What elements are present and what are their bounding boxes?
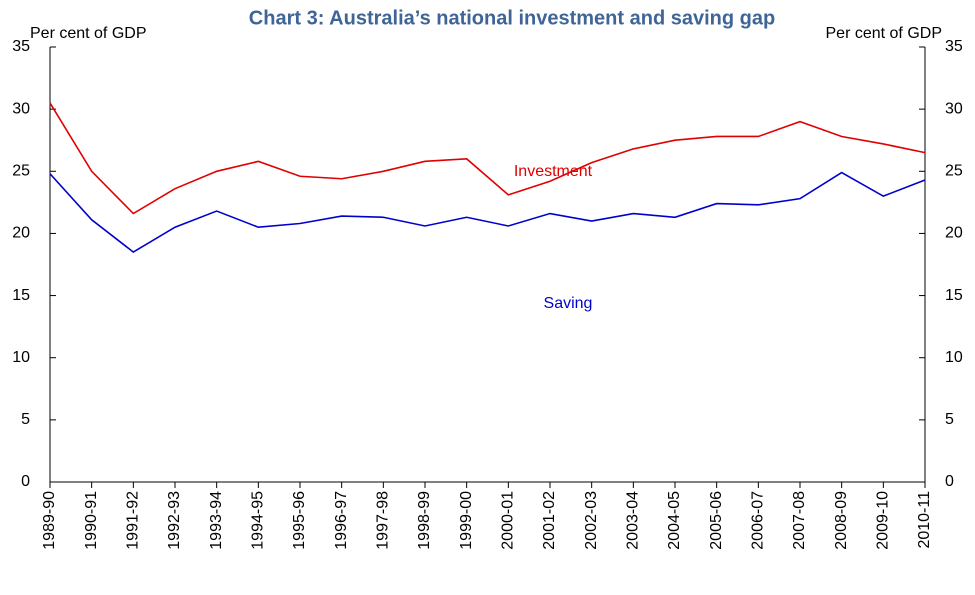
y-tick-label: 15: [12, 287, 30, 304]
x-tick-label: 1999-00: [458, 491, 475, 550]
series-line: [49, 171, 926, 254]
y-tick-label: 10: [12, 349, 30, 366]
x-tick-label: 1989-90: [41, 491, 58, 550]
x-tick-label: 2004-05: [666, 491, 683, 550]
x-tick-label: 1992-93: [166, 491, 183, 550]
x-tick-label: 2007-08: [791, 491, 808, 550]
x-tick-label: 1998-99: [416, 491, 433, 550]
y2-tick-label: 10: [945, 349, 963, 366]
y2-tick-label: 35: [945, 38, 963, 55]
x-tick-label: 2002-03: [583, 491, 600, 550]
x-tick-label: 2000-01: [500, 491, 517, 550]
y2-tick-label: 0: [945, 473, 954, 490]
x-tick-label: 2005-06: [708, 491, 725, 550]
x-tick-label: 2006-07: [750, 491, 767, 550]
y2-axis-label: Per cent of GDP: [826, 25, 943, 42]
x-tick-label: 1996-97: [333, 491, 350, 550]
y2-tick-label: 30: [945, 100, 963, 117]
x-tick-label: 1994-95: [250, 491, 267, 550]
x-tick-label: 1991-92: [125, 491, 142, 550]
y-tick-label: 30: [12, 100, 30, 117]
x-tick-label: 1995-96: [291, 491, 308, 550]
y-tick-label: 5: [21, 411, 30, 428]
chart-title: Chart 3: Australia’s national investment…: [249, 7, 775, 29]
series-label: Saving: [544, 295, 593, 312]
y2-tick-label: 20: [945, 225, 963, 242]
y2-tick-label: 15: [945, 287, 963, 304]
y-tick-label: 25: [12, 163, 30, 180]
x-tick-label: 2003-04: [625, 491, 642, 550]
x-tick-label: 2009-10: [875, 491, 892, 550]
series-line: [49, 102, 926, 215]
x-tick-label: 2001-02: [541, 491, 558, 550]
y-axis-label: Per cent of GDP: [30, 25, 147, 42]
y-tick-label: 20: [12, 225, 30, 242]
x-tick-label: 2010-11: [916, 491, 933, 549]
x-tick-label: 2008-09: [833, 491, 850, 550]
x-tick-label: 1993-94: [208, 491, 225, 550]
series-label: Investment: [514, 163, 593, 180]
x-tick-label: 1990-91: [83, 491, 100, 550]
y2-tick-label: 5: [945, 411, 954, 428]
y-tick-label: 0: [21, 473, 30, 490]
y2-tick-label: 25: [945, 163, 963, 180]
x-tick-label: 1997-98: [375, 491, 392, 550]
y-tick-label: 35: [12, 38, 30, 55]
